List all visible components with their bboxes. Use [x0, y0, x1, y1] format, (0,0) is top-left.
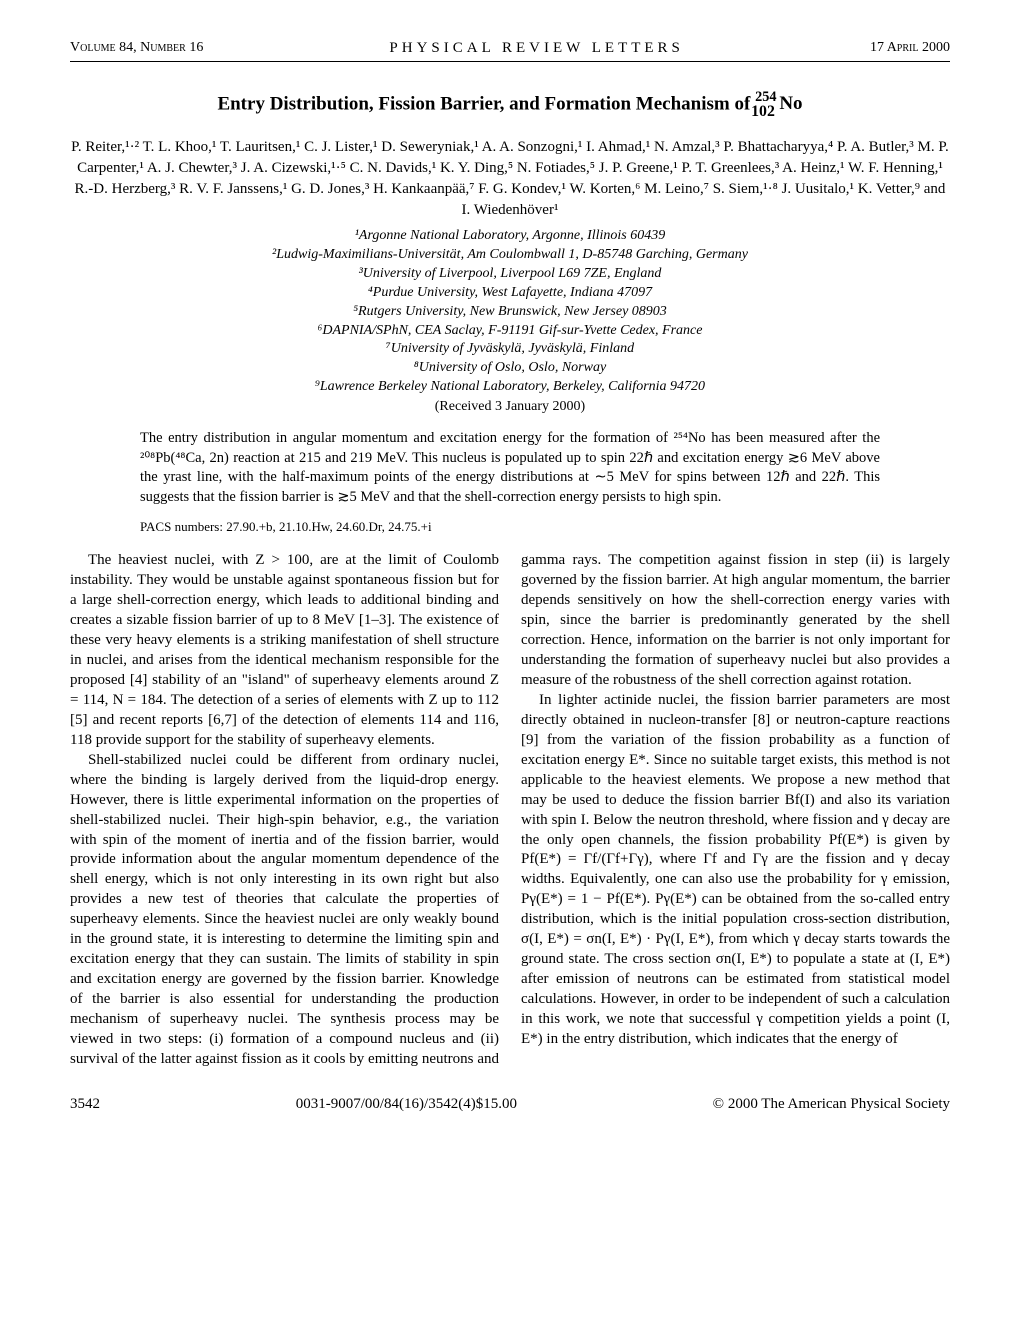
header-center: PHYSICAL REVIEW LETTERS: [389, 40, 684, 57]
affiliation: ⁵Rutgers University, New Brunswick, New …: [70, 303, 950, 322]
body-columns: The heaviest nuclei, with Z > 100, are a…: [70, 551, 950, 1069]
abstract: The entry distribution in angular moment…: [140, 429, 880, 507]
affiliation: ²Ludwig-Maximilians-Universität, Am Coul…: [70, 246, 950, 265]
affiliation: ⁸University of Oslo, Oslo, Norway: [70, 359, 950, 378]
page-footer: 3542 0031-9007/00/84(16)/3542(4)$15.00 ©…: [70, 1096, 950, 1113]
affiliations: ¹Argonne National Laboratory, Argonne, I…: [70, 227, 950, 397]
footer-center: 0031-9007/00/84(16)/3542(4)$15.00: [296, 1096, 517, 1113]
article-title: Entry Distribution, Fission Barrier, and…: [70, 90, 950, 119]
affiliation: ³University of Liverpool, Liverpool L69 …: [70, 265, 950, 284]
body-paragraph: The heaviest nuclei, with Z > 100, are a…: [70, 551, 499, 750]
affiliation: ¹Argonne National Laboratory, Argonne, I…: [70, 227, 950, 246]
author-list: P. Reiter,¹·² T. L. Khoo,¹ T. Lauritsen,…: [70, 137, 950, 221]
page-header: Volume 84, Number 16 PHYSICAL REVIEW LET…: [70, 40, 950, 57]
affiliation: ⁷University of Jyväskylä, Jyväskylä, Fin…: [70, 340, 950, 359]
affiliation: ⁶DAPNIA/SPhN, CEA Saclay, F-91191 Gif-su…: [70, 322, 950, 341]
header-right: 17 April 2000: [870, 40, 950, 57]
body-paragraph: In lighter actinide nuclei, the fission …: [521, 691, 950, 1050]
header-left: Volume 84, Number 16: [70, 40, 203, 57]
header-rule: [70, 61, 950, 62]
pacs-numbers: PACS numbers: 27.90.+b, 21.10.Hw, 24.60.…: [140, 519, 880, 535]
affiliation: ⁹Lawrence Berkeley National Laboratory, …: [70, 378, 950, 397]
received-date: (Received 3 January 2000): [70, 399, 950, 415]
footer-page: 3542: [70, 1096, 100, 1113]
footer-right: © 2000 The American Physical Society: [713, 1096, 950, 1113]
affiliation: ⁴Purdue University, West Lafayette, Indi…: [70, 284, 950, 303]
